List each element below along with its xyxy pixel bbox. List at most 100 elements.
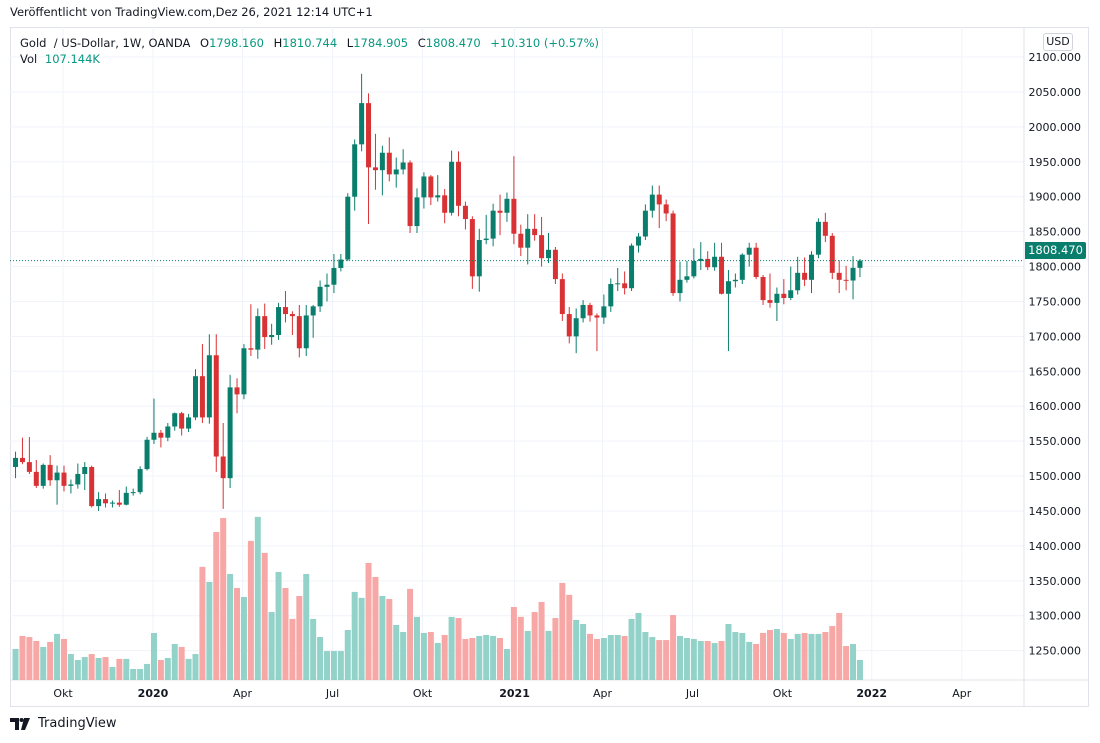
candle-body <box>206 355 212 418</box>
volume-bar <box>137 668 144 680</box>
candle-body <box>732 279 738 282</box>
candle <box>691 248 697 279</box>
candle <box>608 278 614 312</box>
price-tick-label: 1500.000 <box>1029 470 1082 483</box>
candle-body <box>622 283 628 289</box>
candle <box>386 137 392 182</box>
volume-bar <box>469 638 476 680</box>
candle-body <box>96 499 102 507</box>
legend-low-label: L <box>346 36 354 50</box>
candle <box>629 243 635 291</box>
candle-body <box>594 315 600 318</box>
candle <box>61 465 67 492</box>
candle-body <box>255 316 261 350</box>
volume-bar <box>725 624 732 680</box>
published-caption: Veröffentlicht von TradingView.com,Dez 2… <box>10 5 373 19</box>
volume-bar <box>677 635 684 680</box>
volume-bar <box>109 666 116 680</box>
volume-bar <box>400 632 407 680</box>
candle-body <box>497 210 503 213</box>
price-tick-label: 1750.000 <box>1029 295 1082 308</box>
candle <box>151 398 157 444</box>
candle-body <box>788 290 794 298</box>
candles <box>13 73 863 511</box>
tradingview-logo[interactable]: TradingView <box>10 716 117 731</box>
price-tick-label: 2050.000 <box>1029 86 1082 99</box>
candle <box>165 422 171 442</box>
candle-body <box>123 492 129 505</box>
candle <box>109 500 115 508</box>
candle <box>33 460 39 488</box>
candle-body <box>525 228 531 248</box>
candle-body <box>559 279 565 315</box>
candle <box>282 290 288 323</box>
candle-body <box>629 245 635 289</box>
candle <box>739 253 745 285</box>
legend-close-label: C <box>417 36 426 50</box>
candle-body <box>82 466 88 474</box>
candle-body <box>850 267 856 281</box>
candle <box>296 304 302 358</box>
volume-bar <box>81 657 88 680</box>
volume-bar <box>559 582 566 680</box>
price-tick-label: 2000.000 <box>1029 121 1082 134</box>
candle-body <box>379 152 385 171</box>
volume-bar <box>829 626 836 680</box>
volume-bar <box>150 632 157 680</box>
time-tick-label: Okt <box>53 687 73 700</box>
candle <box>89 465 95 508</box>
volume-bar <box>289 618 296 680</box>
time-tick-label: Apr <box>233 687 253 700</box>
volume-bar <box>732 632 739 680</box>
candle-body <box>670 213 676 294</box>
candle-body <box>324 284 330 287</box>
candle <box>712 242 718 271</box>
candle <box>670 210 676 296</box>
candle-body <box>68 484 74 486</box>
candle-body <box>116 502 122 505</box>
candle-body <box>262 316 268 338</box>
candle-body <box>490 210 496 239</box>
candle <box>552 246 558 285</box>
candle-body <box>857 260 863 268</box>
currency-button[interactable]: USD <box>1043 33 1073 51</box>
candle <box>255 308 261 359</box>
candle-body <box>829 235 835 273</box>
candle <box>19 437 25 465</box>
volume-bar <box>206 582 213 680</box>
candle-body <box>815 221 821 255</box>
volume-bar <box>600 638 607 680</box>
volume-bar <box>794 633 801 680</box>
legend-close: 1808.470 <box>425 36 481 50</box>
candle <box>649 185 655 218</box>
candle-body <box>213 355 219 457</box>
candle <box>75 463 81 489</box>
candle-body <box>103 499 109 504</box>
candle <box>213 334 219 472</box>
candle <box>815 218 821 259</box>
candle <box>788 266 794 301</box>
candle <box>795 256 801 295</box>
volume-bar <box>545 630 552 680</box>
candle-body <box>19 457 25 463</box>
candle <box>186 413 192 433</box>
candle-body <box>691 260 697 277</box>
price-tick-label: 1950.000 <box>1029 156 1082 169</box>
volume-bar <box>95 657 102 680</box>
candle-body <box>767 300 773 303</box>
volume-bar <box>116 658 123 680</box>
legend-high-label: H <box>273 36 283 50</box>
candle <box>476 228 482 292</box>
volume-bar <box>240 596 247 680</box>
candle <box>573 308 579 354</box>
price-tick-label: 1900.000 <box>1029 191 1082 204</box>
volume-bar <box>490 635 497 680</box>
volume-bar <box>510 607 517 680</box>
candle <box>539 216 545 267</box>
candle <box>462 201 468 230</box>
candle <box>324 273 330 302</box>
volume-bar <box>47 641 54 680</box>
candle <box>705 251 711 271</box>
candle-body <box>296 316 302 349</box>
